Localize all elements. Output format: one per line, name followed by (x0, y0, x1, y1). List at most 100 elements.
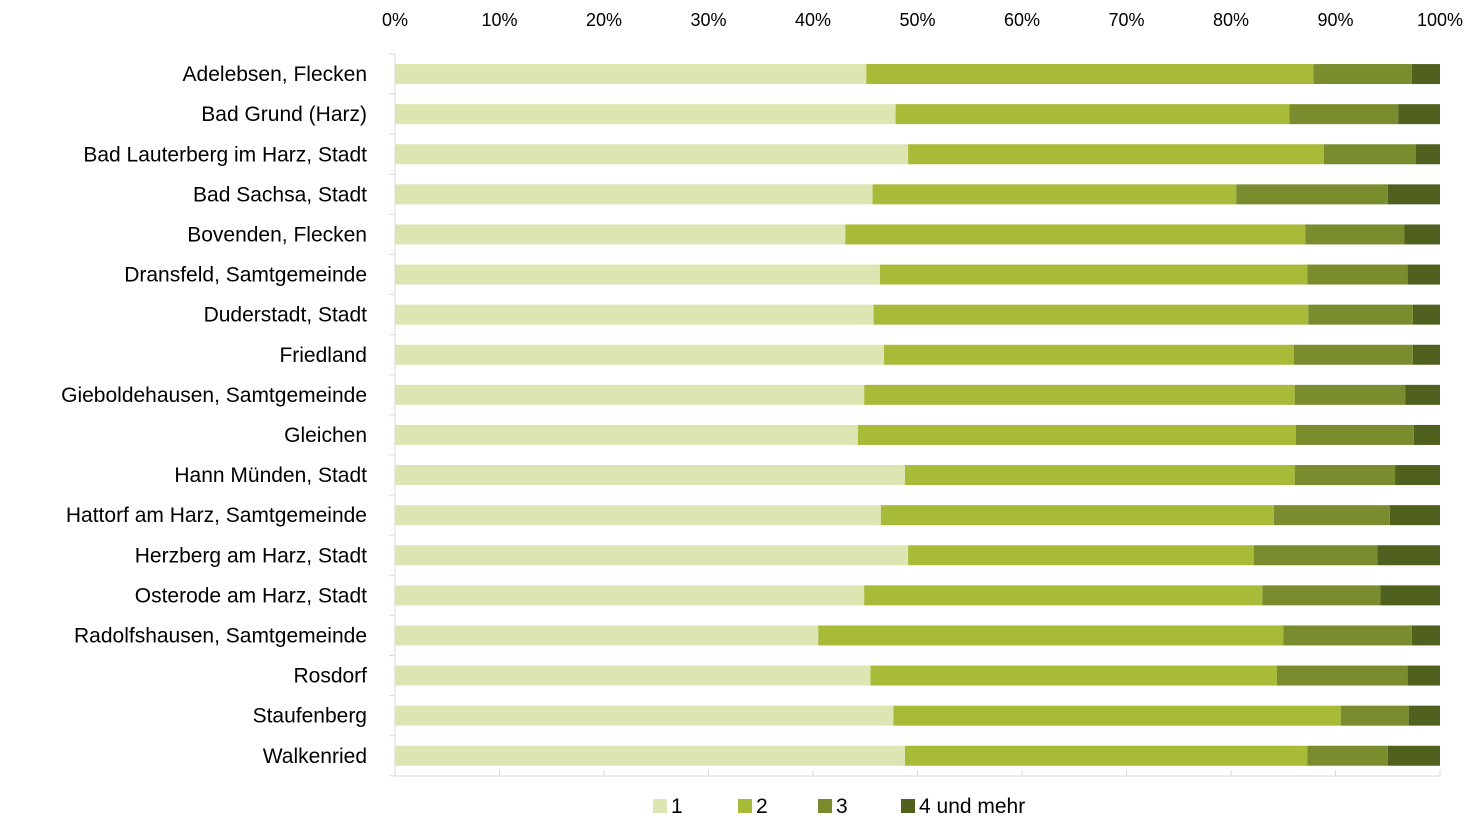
y-axis: Adelebsen, Flecken Bad Grund (Harz) Bad La… (61, 53, 396, 777)
bar-segment-series-1 (395, 424, 858, 445)
x-tick-label: 60% (1004, 10, 1040, 30)
legend-label: 4 und mehr (919, 795, 1025, 818)
bar-segment-series-1 (395, 144, 909, 165)
bar-segment-series-1 (395, 545, 909, 566)
x-tick-label: 20% (586, 10, 622, 30)
y-category-label: Gieboldehausen, Samtgemeinde (61, 384, 367, 407)
bar-segment-series-3 (1307, 745, 1388, 766)
bar-segment-series-4 (1415, 144, 1440, 165)
x-tick-label: 50% (899, 10, 935, 30)
y-category-label: Duderstadt, Stadt (204, 304, 368, 327)
bar-segment-series-2 (872, 184, 1237, 205)
y-category-label: Bad Grund (Harz) (201, 103, 367, 126)
x-axis: 0% 10% 20% 30% 40% 50% 60% 70% 80% 90% 100% (382, 10, 1463, 777)
bar-segment-series-3 (1293, 344, 1413, 365)
y-category-label: Herzberg am Harz, Stadt (135, 544, 367, 567)
y-category-label: Bad Lauterberg im Harz, Stadt (83, 143, 367, 166)
legend-swatch (901, 799, 915, 813)
bar-segment-series-2 (895, 104, 1290, 125)
bar-segment-series-2 (904, 465, 1295, 486)
bar-segment-series-1 (395, 384, 865, 405)
bar-segment-series-4 (1408, 705, 1440, 726)
y-category-label: Radolfshausen, Samtgemeinde (74, 624, 367, 647)
bar-segment-series-1 (395, 264, 880, 285)
x-tick-label: 0% (382, 10, 408, 30)
bar-segment-series-3 (1324, 144, 1416, 165)
bar-segment-series-1 (395, 224, 846, 245)
bar-segment-series-2 (880, 505, 1274, 526)
bar-segment-series-4 (1411, 64, 1440, 85)
bar-segment-series-3 (1307, 264, 1408, 285)
bar-segment-series-1 (395, 344, 885, 365)
y-category-label: Friedland (279, 344, 367, 367)
x-tick-label: 80% (1213, 10, 1249, 30)
bar-segment-series-4 (1411, 625, 1440, 646)
bar-segment-series-3 (1273, 505, 1390, 526)
bar-segment-series-3 (1276, 665, 1408, 686)
bar-segment-series-4 (1412, 304, 1440, 325)
x-tick-label: 40% (795, 10, 831, 30)
y-category-label: Hann Münden, Stadt (174, 464, 367, 487)
bar-segment-series-1 (395, 184, 873, 205)
bar-segment-series-3 (1236, 184, 1388, 205)
y-category-label: Bovenden, Flecken (187, 223, 367, 246)
bar-segment-series-4 (1407, 264, 1440, 285)
legend-label: 2 (756, 795, 768, 818)
bar-segment-series-2 (866, 64, 1314, 85)
y-category-label: Osterode am Harz, Stadt (135, 584, 367, 607)
bar-segment-series-2 (908, 144, 1325, 165)
bar-segment-series-4 (1398, 104, 1440, 125)
bars (395, 64, 1440, 766)
bar-segment-series-1 (395, 625, 819, 646)
legend-swatch (818, 799, 832, 813)
bar-segment-series-2 (884, 344, 1294, 365)
bar-segment-series-4 (1407, 665, 1440, 686)
bar-segment-series-4 (1413, 424, 1440, 445)
x-tick-label: 30% (690, 10, 726, 30)
bar-segment-series-3 (1308, 304, 1413, 325)
bar-segment-series-1 (395, 585, 865, 606)
bar-segment-series-4 (1389, 505, 1440, 526)
bar-segment-series-3 (1283, 625, 1412, 646)
y-category-label: Walkenried (263, 745, 367, 768)
x-tick-label: 10% (481, 10, 517, 30)
bar-segment-series-3 (1294, 384, 1406, 405)
bar-segment-series-3 (1294, 465, 1396, 486)
bar-segment-series-4 (1380, 585, 1440, 606)
bar-segment-series-4 (1377, 545, 1440, 566)
bar-segment-series-2 (870, 665, 1277, 686)
bar-segment-series-2 (864, 384, 1295, 405)
bar-segment-series-3 (1253, 545, 1378, 566)
bar-segment-series-2 (818, 625, 1284, 646)
bar-segment-series-1 (395, 505, 881, 526)
bar-segment-series-3 (1340, 705, 1409, 726)
bar-segment-series-2 (873, 304, 1309, 325)
y-category-label: Dransfeld, Samtgemeinde (124, 264, 367, 287)
y-category-label: Staufenberg (253, 705, 367, 728)
bar-segment-series-3 (1295, 424, 1414, 445)
bar-segment-series-1 (395, 104, 896, 125)
bar-segment-series-2 (857, 424, 1296, 445)
bar-segment-series-1 (395, 304, 874, 325)
legend-swatch (738, 799, 752, 813)
y-category-label: Rosdorf (293, 665, 367, 688)
y-category-label: Adelebsen, Flecken (183, 63, 367, 86)
legend-label: 3 (836, 795, 848, 818)
bar-segment-series-3 (1289, 104, 1399, 125)
bar-segment-series-4 (1404, 224, 1440, 245)
y-category-label: Bad Sachsa, Stadt (193, 183, 367, 206)
x-tick-label: 70% (1108, 10, 1144, 30)
bar-segment-series-3 (1305, 224, 1405, 245)
bar-segment-series-4 (1387, 184, 1440, 205)
bar-segment-series-3 (1262, 585, 1381, 606)
bar-segment-series-1 (395, 465, 905, 486)
bar-segment-series-1 (395, 665, 871, 686)
bar-segment-series-3 (1313, 64, 1412, 85)
bar-segment-series-1 (395, 64, 867, 85)
bar-segment-series-2 (893, 705, 1341, 726)
bar-segment-series-2 (845, 224, 1306, 245)
bar-segment-series-2 (908, 545, 1254, 566)
legend: 1 2 3 4 und mehr (653, 795, 1025, 818)
bar-segment-series-1 (395, 705, 894, 726)
